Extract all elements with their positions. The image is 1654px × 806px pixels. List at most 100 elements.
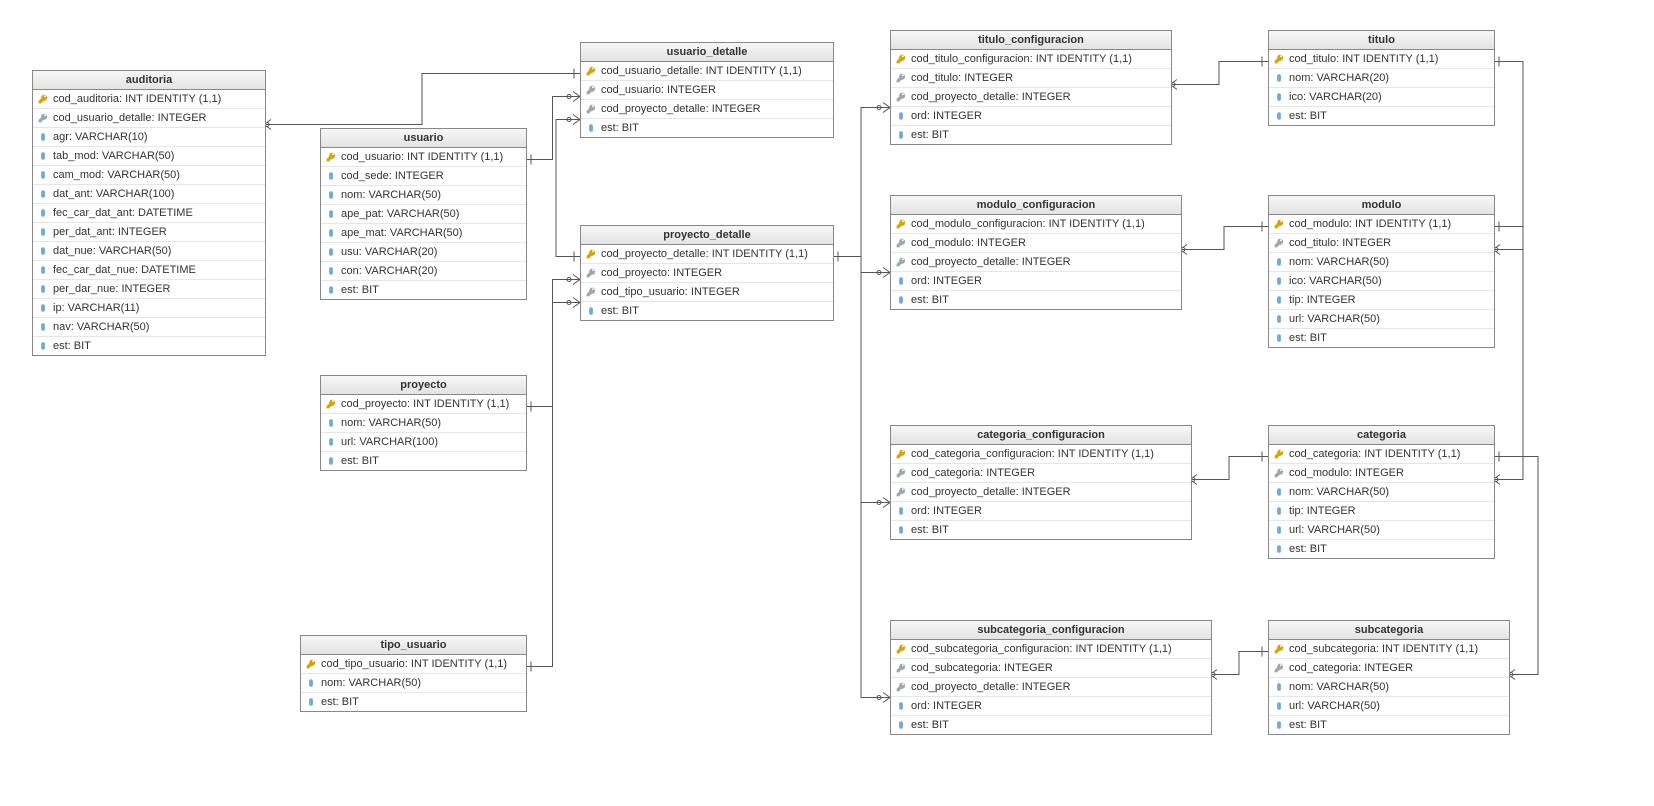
column-icon [1274,295,1284,305]
column-icon [896,506,906,516]
primary-key-icon [38,94,48,104]
entity-usuario[interactable]: usuariocod_usuario: INT IDENTITY (1,1)co… [320,128,527,300]
field-label: est: BIT [1289,719,1327,731]
entity-proyecto[interactable]: proyecto cod_proyecto: INT IDENTITY (1,1)… [320,375,527,471]
field-label: cod_titulo: INT IDENTITY (1,1) [1289,53,1438,65]
entity-modulo_configuracion[interactable]: modulo_configuracioncod_modulo_configura… [890,195,1182,310]
field-label: nom: VARCHAR(50) [341,189,441,201]
primary-key-icon [586,66,596,76]
field-row: cod_categoria: INTEGER [891,464,1191,483]
field-label: cod_tipo_usuario: INT IDENTITY (1,1) [321,658,507,670]
field-row: nav: VARCHAR(50) [33,318,265,337]
field-row: cod_categoria: INT IDENTITY (1,1) [1269,445,1494,464]
field-row: est: BIT [891,716,1211,734]
field-label: cod_proyecto_detalle: INTEGER [911,486,1071,498]
column-icon [306,697,316,707]
field-row: cod_subcategoria_configuracion: INT IDEN… [891,640,1211,659]
field-label: agr: VARCHAR(10) [53,131,148,143]
entity-subcategoria_configuracion[interactable]: subcategoria_configuracioncod_subcategor… [890,620,1212,735]
field-row: cod_titulo_configuracion: INT IDENTITY (… [891,50,1171,69]
relationship-endcap [531,92,580,165]
relationship-line [832,108,890,257]
field-label: nom: VARCHAR(50) [1289,256,1389,268]
entity-categoria[interactable]: categoria cod_categoria: INT IDENTITY (1,… [1268,425,1495,559]
entity-titulo[interactable]: titulo cod_titulo: INT IDENTITY (1,1) nom:… [1268,30,1495,126]
field-label: cod_proyecto_detalle: INTEGER [911,256,1071,268]
entity-modulo[interactable]: modulocod_modulo: INT IDENTITY (1,1)cod_… [1268,195,1495,348]
field-label: nom: VARCHAR(50) [1289,681,1389,693]
field-row: est: BIT [33,337,265,355]
field-label: est: BIT [1289,332,1327,344]
entity-header: auditoria [33,71,265,90]
field-row: ord: INTEGER [891,272,1181,291]
field-label: cod_proyecto_detalle: INTEGER [911,681,1071,693]
entity-usuario_detalle[interactable]: usuario_detalle cod_usuario_detalle: INT … [580,42,834,138]
entity-tipo_usuario[interactable]: tipo_usuariocod_tipo_usuario: INT IDENTI… [300,635,527,712]
column-icon [326,456,336,466]
field-label: cod_subcategoria: INT IDENTITY (1,1) [1289,643,1478,655]
entity-subcategoria[interactable]: subcategoria cod_subcategoria: INT IDENTI… [1268,620,1510,735]
entity-auditoria[interactable]: auditoria cod_auditoria: INT IDENTITY (1,… [32,70,266,356]
field-row: cod_titulo: INTEGER [891,69,1171,88]
field-row: nom: VARCHAR(50) [301,674,526,693]
field-label: ord: INTEGER [911,110,982,122]
entity-header: usuario_detalle [581,43,833,62]
entity-header: titulo [1269,31,1494,50]
field-label: cod_proyecto_detalle: INTEGER [601,103,761,115]
field-row: est: BIT [581,119,833,137]
relationship-line [1170,62,1268,85]
entity-titulo_configuracion[interactable]: titulo_configuracioncod_titulo_configura… [890,30,1172,145]
field-row: est: BIT [1269,716,1509,734]
field-label: cod_categoria: INT IDENTITY (1,1) [1289,448,1460,460]
field-label: fec_car_dat_ant: DATETIME [53,207,193,219]
foreign-key-icon [896,487,906,497]
field-row: est: BIT [581,302,833,320]
field-row: cod_tipo_usuario: INT IDENTITY (1,1) [301,655,526,674]
entity-header: modulo [1269,196,1494,215]
field-row: cod_proyecto: INT IDENTITY (1,1) [321,395,526,414]
relationship-line [1210,652,1268,675]
field-label: cod_proyecto_detalle: INTEGER [911,91,1071,103]
primary-key-icon [1274,644,1284,654]
field-label: cod_proyecto: INT IDENTITY (1,1) [341,398,509,410]
field-label: nom: VARCHAR(20) [1289,72,1389,84]
primary-key-icon [1274,219,1284,229]
relationship-endcap [567,115,580,262]
field-row: cod_usuario: INTEGER [581,81,833,100]
relationship-endcap [531,275,580,412]
entity-header: proyecto [321,376,526,395]
entity-categoria_configuracion[interactable]: categoria_configuracioncod_categoria_con… [890,425,1192,540]
column-icon [1274,701,1284,711]
column-icon [896,720,906,730]
field-row: ape_pat: VARCHAR(50) [321,205,526,224]
field-label: cod_usuario_detalle: INTEGER [53,112,206,124]
field-row: ip: VARCHAR(11) [33,299,265,318]
entity-proyecto_detalle[interactable]: proyecto_detallecod_proyecto_detalle: IN… [580,225,834,321]
entity-header: categoria [1269,426,1494,445]
field-row: ico: VARCHAR(50) [1269,272,1494,291]
field-row: est: BIT [891,126,1171,144]
foreign-key-icon [1274,663,1284,673]
field-label: cod_categoria: INTEGER [911,467,1035,479]
foreign-key-icon [896,257,906,267]
column-icon [1274,720,1284,730]
column-icon [38,170,48,180]
primary-key-icon [896,54,906,64]
relationship-line [832,257,890,698]
field-label: tip: INTEGER [1289,505,1356,517]
field-label: cod_usuario_detalle: INT IDENTITY (1,1) [601,65,802,77]
field-row: cod_modulo: INT IDENTITY (1,1) [1269,215,1494,234]
column-icon [1274,333,1284,343]
field-label: cod_auditoria: INT IDENTITY (1,1) [53,93,221,105]
field-label: cod_titulo_configuracion: INT IDENTITY (… [911,53,1132,65]
field-label: ape_pat: VARCHAR(50) [341,208,459,220]
entity-header: subcategoria [1269,621,1509,640]
entity-header: modulo_configuracion [891,196,1181,215]
field-row: ord: INTEGER [891,107,1171,126]
column-icon [1274,314,1284,324]
relationship-endcap [1180,222,1262,255]
column-icon [1274,257,1284,267]
column-icon [1274,506,1284,516]
field-row: est: BIT [891,521,1191,539]
field-label: cod_subcategoria: INTEGER [911,662,1053,674]
